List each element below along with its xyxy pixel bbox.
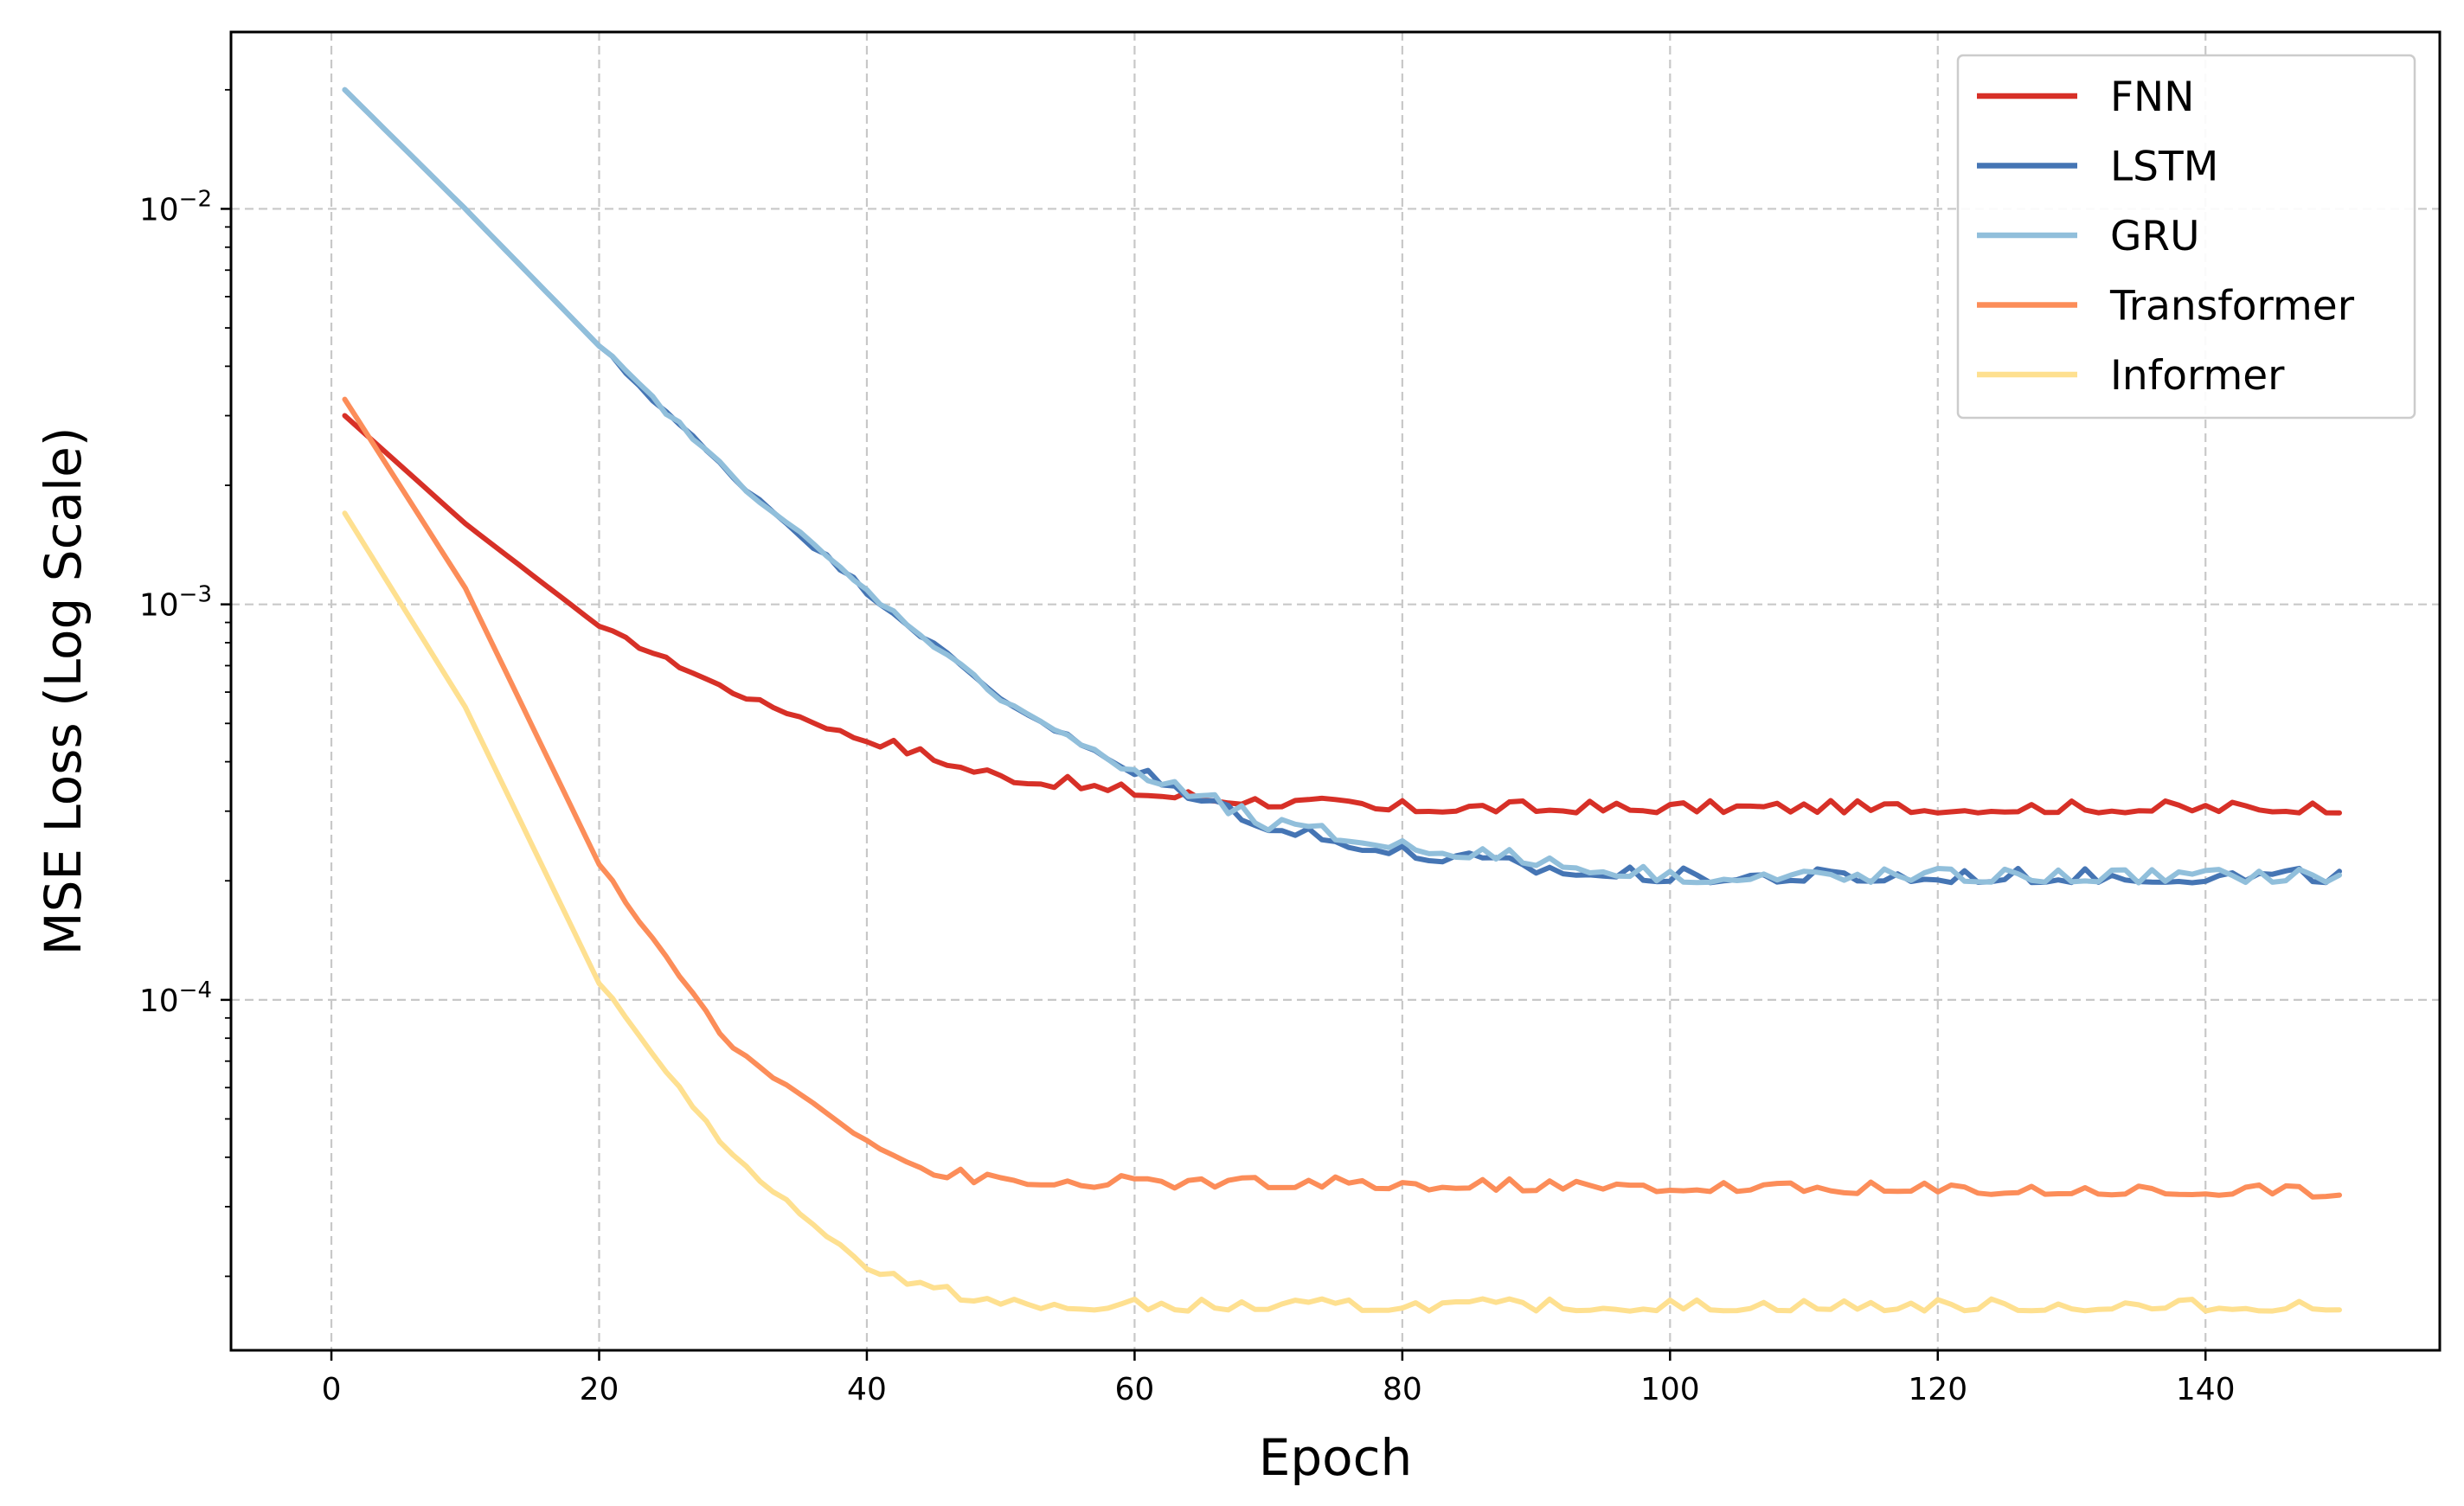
series-line-fnn — [342, 413, 2342, 816]
plot-frame — [229, 30, 2442, 1352]
legend: FNN LSTM GRU Transformer Informer — [1956, 54, 2416, 420]
x-tick-label: 140 — [2176, 1372, 2236, 1407]
legend-label: GRU — [2110, 213, 2199, 260]
y-tick-label: 10−3 — [139, 582, 212, 624]
x-tick-label: 60 — [1115, 1372, 1155, 1407]
grid — [231, 32, 2440, 1350]
series-line-transformer — [342, 396, 2342, 1200]
y-tick-label: 10−4 — [139, 977, 212, 1019]
legend-label: LSTM — [2110, 144, 2218, 191]
axes: 0 20 40 60 80 100 120 140 10−2 10−3 10−4 — [139, 88, 2236, 1407]
x-axis-label: Epoch — [1259, 1428, 1413, 1487]
legend-label: Informer — [2110, 352, 2285, 400]
x-tick-label: 120 — [1908, 1372, 1967, 1407]
x-tick-label: 0 — [322, 1372, 342, 1407]
series-line-gru — [342, 87, 2342, 886]
y-axis-label: MSE Loss (Log Scale) — [34, 427, 93, 956]
legend-label: Transformer — [2109, 283, 2355, 330]
legend-box — [1956, 54, 2416, 420]
x-tick-label: 40 — [847, 1372, 887, 1407]
x-tick-label: 100 — [1640, 1372, 1700, 1407]
x-tick-label: 20 — [580, 1372, 619, 1407]
x-tick-label: 80 — [1383, 1372, 1422, 1407]
legend-label: FNN — [2110, 74, 2194, 121]
series-line-informer — [342, 510, 2342, 1314]
y-tick-label: 10−2 — [139, 186, 212, 228]
series-layer — [342, 87, 2342, 1314]
